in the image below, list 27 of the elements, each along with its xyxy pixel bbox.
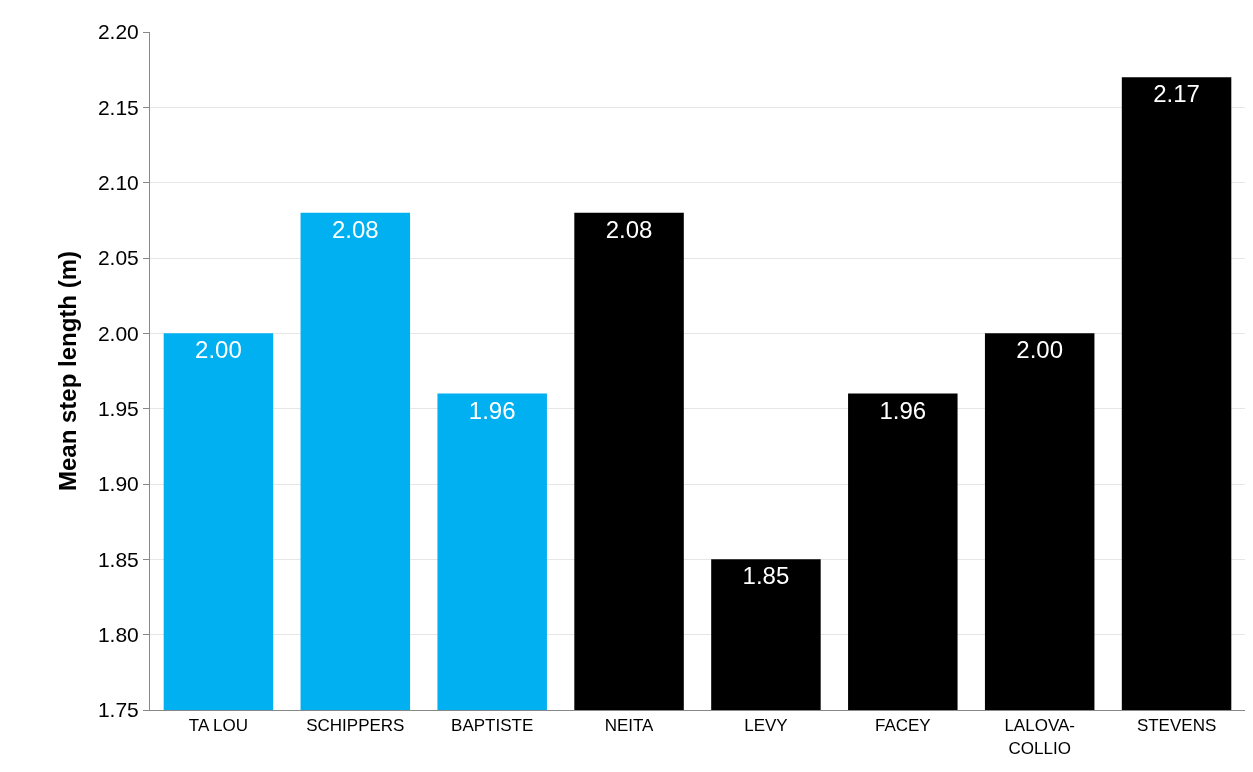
y-tick-label: 2.00 bbox=[97, 321, 139, 345]
y-tick-label: 2.20 bbox=[97, 20, 139, 44]
x-tick-label: BAPTISTE bbox=[451, 716, 534, 736]
y-tick-label: 1.90 bbox=[97, 472, 139, 496]
data-label: 2.17 bbox=[1153, 80, 1200, 108]
data-label: 1.96 bbox=[468, 396, 516, 424]
data-label: 2.00 bbox=[195, 336, 242, 364]
y-tick-label: 1.75 bbox=[97, 698, 139, 722]
y-tick-label: 1.80 bbox=[97, 623, 139, 647]
y-axis-title: Mean step length (m) bbox=[54, 250, 82, 492]
data-label: 2.00 bbox=[1016, 336, 1064, 364]
y-tick-label: 1.85 bbox=[97, 547, 139, 571]
x-tick-label: STEVENS bbox=[1136, 716, 1217, 736]
x-tick-label: NEITA bbox=[604, 716, 655, 736]
y-tick-label: 2.15 bbox=[97, 95, 139, 119]
data-label: 2.08 bbox=[605, 215, 653, 243]
data-label: 2.08 bbox=[331, 215, 379, 243]
x-tick-label: TA LOU bbox=[188, 716, 249, 736]
data-label: 1.96 bbox=[879, 396, 927, 424]
x-tick-label: LALOVA-COLLIO bbox=[1004, 716, 1075, 758]
x-tick-label: FACEY bbox=[874, 716, 931, 736]
x-tick-label: LEVY bbox=[744, 716, 788, 736]
y-tick-label: 2.10 bbox=[97, 171, 139, 195]
x-tick-label: SCHIPPERS bbox=[306, 716, 405, 736]
y-tick-label: 1.95 bbox=[97, 397, 139, 421]
data-label: 1.85 bbox=[742, 562, 790, 590]
y-tick-label: 2.05 bbox=[97, 246, 139, 270]
